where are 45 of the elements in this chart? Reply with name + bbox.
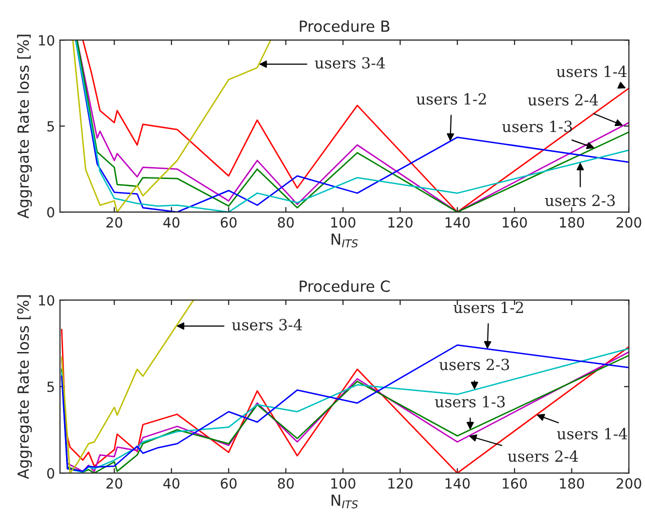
x-axis-title: N$_{ITS}$ (332, 234, 358, 248)
y-tick-label: 5 (47, 121, 54, 132)
chart-title: Procedure C (300, 280, 390, 292)
annotation: users 2-4 (528, 94, 598, 106)
x-tick-label: 180 (560, 217, 584, 228)
annotation: users 3-4 (314, 57, 385, 69)
y-tick-label: 0 (47, 468, 54, 479)
y-tick-label: 10 (38, 295, 54, 306)
x-tick-label: 20 (106, 217, 122, 228)
annotation: users 1-4 (557, 428, 628, 440)
x-tick-label: 100 (331, 478, 356, 489)
annotation: users 1-3 (502, 120, 572, 132)
x-tick-label: 140 (446, 217, 470, 228)
x-tick-label: 140 (446, 478, 470, 489)
x-tick-label: 180 (560, 478, 584, 489)
x-tick-label: 60 (220, 217, 237, 228)
x-tick-label: 200 (616, 478, 642, 489)
x-tick-label: 160 (502, 217, 527, 228)
line-series (72, 40, 272, 212)
x-tick-label: 60 (220, 478, 237, 489)
x-tick-label: 100 (331, 217, 356, 228)
annotation: users 1-4 (556, 66, 627, 78)
x-tick-label: 20 (106, 478, 122, 489)
annotation: users 1-3 (434, 396, 505, 408)
annotation: users 1-2 (454, 302, 523, 314)
chart-title: Procedure B (300, 20, 390, 32)
x-tick-label: 40 (163, 217, 180, 228)
annotation: users 1-2 (416, 93, 486, 105)
x-tick-label: 160 (502, 478, 527, 489)
y-axis-title: Aggregate Rate loss [%] (17, 295, 32, 480)
y-axis-title: Aggregate Rate loss [%] (17, 34, 32, 219)
x-tick-label: 80 (278, 478, 294, 489)
annotation: users 2-3 (439, 358, 510, 370)
y-tick-label: 0 (47, 207, 54, 218)
annotation: users 3-4 (232, 318, 302, 330)
y-tick-label: 10 (38, 35, 54, 46)
x-axis-title: N$_{ITS}$ (332, 494, 358, 508)
annotation: users 2-3 (545, 194, 615, 206)
x-tick-label: 200 (616, 217, 642, 228)
x-tick-label: 120 (388, 217, 413, 228)
x-tick-label: 120 (388, 478, 413, 489)
x-tick-label: 80 (278, 217, 294, 228)
y-tick-label: 5 (47, 382, 54, 392)
x-tick-label: 40 (163, 478, 180, 489)
annotation: users 2-4 (508, 450, 578, 462)
